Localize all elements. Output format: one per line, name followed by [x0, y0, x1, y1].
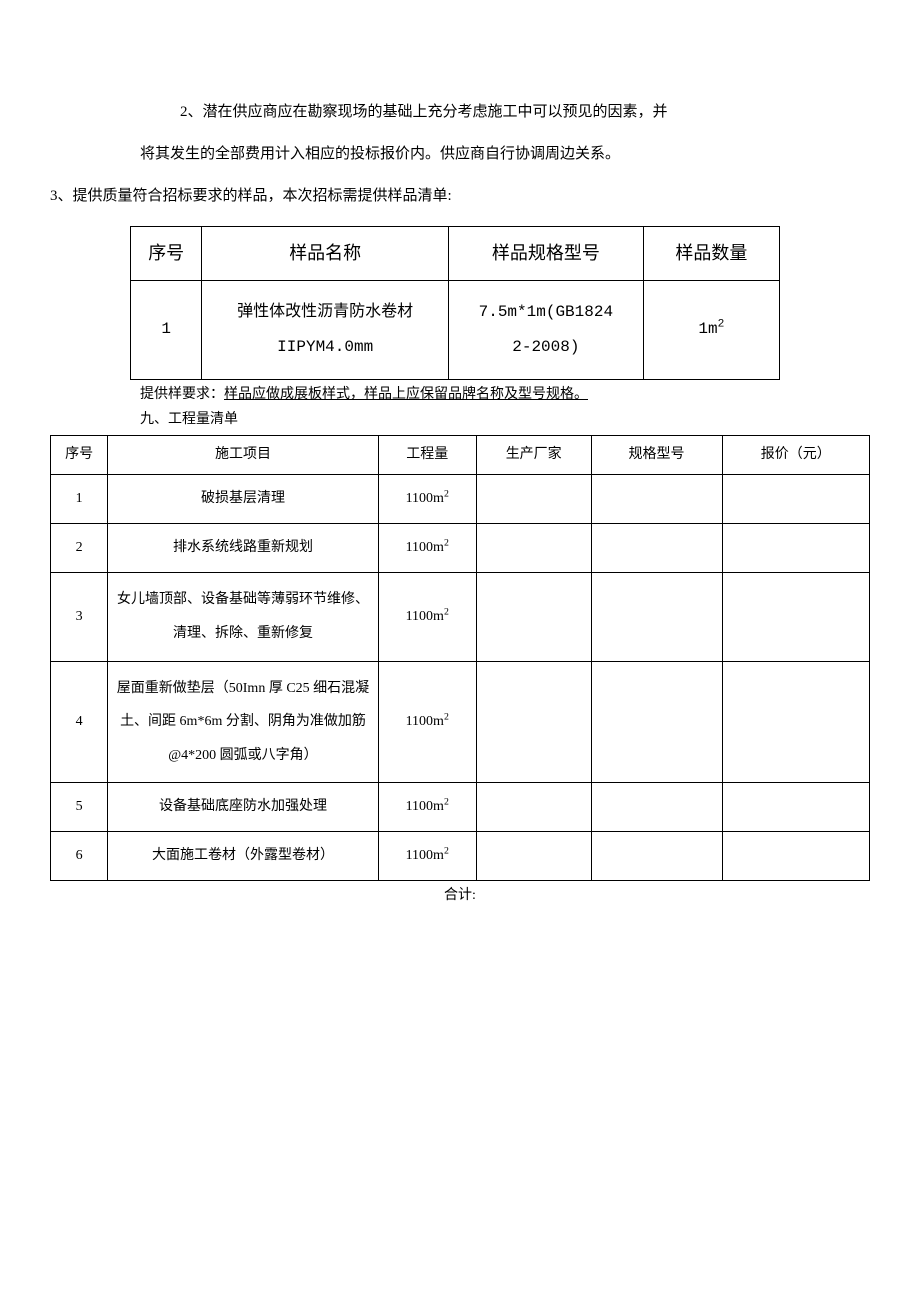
- cell-mfr: [476, 475, 591, 524]
- cell-spec: [591, 475, 722, 524]
- cell-qty: 1100m2: [378, 783, 476, 832]
- cell-qty: 1100m2: [378, 573, 476, 661]
- cell-price: [722, 475, 869, 524]
- table-row: 2排水系统线路重新规划1100m2: [51, 524, 870, 573]
- th-qty: 工程量: [378, 435, 476, 474]
- th-proj: 施工项目: [108, 435, 378, 474]
- cell-qty: 1m2: [643, 280, 779, 379]
- table-header-row: 序号 施工项目 工程量 生产厂家 规格型号 报价（元）: [51, 435, 870, 474]
- paragraph-2-cont: 将其发生的全部费用计入相应的投标报价内。供应商自行协调周边关系。: [140, 142, 870, 166]
- cell-price: [722, 661, 869, 783]
- th-spec: 规格型号: [591, 435, 722, 474]
- table-row: 3女儿墙顶部、设备基础等薄弱环节维修、清理、拆除、重新修复1100m2: [51, 573, 870, 661]
- note-prefix: 提供样要求：: [140, 387, 224, 402]
- cell-spec: [591, 524, 722, 573]
- quantity-table: 序号 施工项目 工程量 生产厂家 规格型号 报价（元） 1破损基层清理1100m…: [50, 435, 870, 881]
- table-header-row: 序号 样品名称 样品规格型号 样品数量: [131, 227, 780, 281]
- cell-proj: 设备基础底座防水加强处理: [108, 783, 378, 832]
- cell-mfr: [476, 524, 591, 573]
- paragraph-3: 3、提供质量符合招标要求的样品，本次招标需提供样品清单:: [50, 184, 870, 208]
- cell-price: [722, 832, 869, 881]
- th-mfr: 生产厂家: [476, 435, 591, 474]
- table-row: 4屋面重新做垫层（50Imn 厚 C25 细石混凝土、间距 6m*6m 分割、阴…: [51, 661, 870, 783]
- th-seq: 序号: [131, 227, 202, 281]
- cell-spec: 7.5m*1m(GB18242-2008): [449, 280, 644, 379]
- cell-seq: 6: [51, 832, 108, 881]
- cell-qty: 1100m2: [378, 661, 476, 783]
- table-row: 1 弹性体改性沥青防水卷材IIPYM4.0mm 7.5m*1m(GB18242-…: [131, 280, 780, 379]
- cell-proj: 屋面重新做垫层（50Imn 厚 C25 细石混凝土、间距 6m*6m 分割、阴角…: [108, 661, 378, 783]
- sample-table-container: 序号 样品名称 样品规格型号 样品数量 1 弹性体改性沥青防水卷材IIPYM4.…: [130, 226, 780, 380]
- cell-proj: 破损基层清理: [108, 475, 378, 524]
- cell-seq: 2: [51, 524, 108, 573]
- cell-proj: 排水系统线路重新规划: [108, 524, 378, 573]
- cell-seq: 1: [51, 475, 108, 524]
- cell-price: [722, 783, 869, 832]
- th-qty: 样品数量: [643, 227, 779, 281]
- cell-mfr: [476, 783, 591, 832]
- cell-seq: 1: [131, 280, 202, 379]
- table-row: 5设备基础底座防水加强处理1100m2: [51, 783, 870, 832]
- th-price: 报价（元）: [722, 435, 869, 474]
- th-name: 样品名称: [202, 227, 449, 281]
- cell-price: [722, 524, 869, 573]
- cell-spec: [591, 832, 722, 881]
- table-row: 1破损基层清理1100m2: [51, 475, 870, 524]
- cell-name: 弹性体改性沥青防水卷材IIPYM4.0mm: [202, 280, 449, 379]
- th-seq: 序号: [51, 435, 108, 474]
- table-row: 6大面施工卷材（外露型卷材）1100m2: [51, 832, 870, 881]
- cell-proj: 大面施工卷材（外露型卷材）: [108, 832, 378, 881]
- note-underlined: 样品应做成展板样式，样品上应保留品牌名称及型号规格。: [224, 387, 588, 402]
- cell-proj: 女儿墙顶部、设备基础等薄弱环节维修、清理、拆除、重新修复: [108, 573, 378, 661]
- cell-mfr: [476, 661, 591, 783]
- cell-qty: 1100m2: [378, 524, 476, 573]
- cell-qty: 1100m2: [378, 475, 476, 524]
- cell-spec: [591, 573, 722, 661]
- total-label: 合计:: [50, 885, 870, 907]
- cell-seq: 4: [51, 661, 108, 783]
- cell-qty: 1100m2: [378, 832, 476, 881]
- cell-mfr: [476, 832, 591, 881]
- cell-seq: 5: [51, 783, 108, 832]
- paragraph-2: 2、潜在供应商应在勘察现场的基础上充分考虑施工中可以预见的因素，并: [180, 100, 870, 124]
- section-9-title: 九、工程量清单: [140, 409, 870, 431]
- cell-price: [722, 573, 869, 661]
- th-spec: 样品规格型号: [449, 227, 644, 281]
- sample-note: 提供样要求：样品应做成展板样式，样品上应保留品牌名称及型号规格。: [140, 384, 870, 406]
- sample-table: 序号 样品名称 样品规格型号 样品数量 1 弹性体改性沥青防水卷材IIPYM4.…: [130, 226, 780, 380]
- cell-spec: [591, 783, 722, 832]
- cell-seq: 3: [51, 573, 108, 661]
- cell-mfr: [476, 573, 591, 661]
- cell-spec: [591, 661, 722, 783]
